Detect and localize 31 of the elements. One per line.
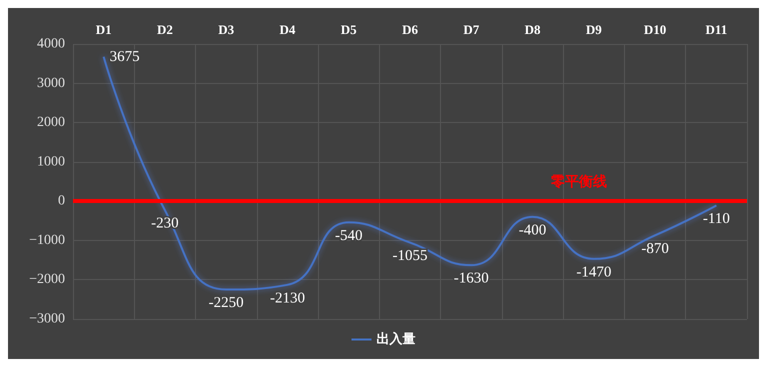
x-tick-label: D2 bbox=[156, 22, 173, 37]
data-label: -1630 bbox=[454, 270, 489, 287]
y-tick-label: −2000 bbox=[29, 272, 65, 288]
y-tick-label: 4000 bbox=[37, 36, 65, 52]
data-label: -110 bbox=[702, 210, 730, 227]
x-tick-label: D1 bbox=[96, 22, 112, 37]
x-tick-label: D5 bbox=[340, 22, 358, 37]
x-tick-label: D8 bbox=[524, 22, 541, 37]
data-label: -870 bbox=[641, 240, 669, 257]
data-label: -1055 bbox=[392, 248, 428, 264]
x-tick-label: D4 bbox=[280, 22, 296, 37]
x-tick-label: D10 bbox=[644, 22, 666, 37]
data-label: -2250 bbox=[208, 295, 244, 312]
y-tick-label: −3000 bbox=[29, 312, 65, 326]
y-tick-label: 0 bbox=[58, 194, 65, 209]
y-tick-label: 1000 bbox=[37, 154, 65, 170]
x-tick-label: D6 bbox=[402, 22, 418, 37]
x-tick-label: D9 bbox=[586, 22, 602, 37]
y-tick-label: 2000 bbox=[37, 115, 65, 130]
data-label: -540 bbox=[334, 228, 362, 244]
data-label: -2130 bbox=[270, 290, 305, 306]
legend-label: 出入量 bbox=[376, 331, 416, 347]
y-tick-label: −1000 bbox=[29, 232, 65, 248]
y-tick-label: 3000 bbox=[37, 76, 65, 91]
ref-line-label: 零平衡线 bbox=[550, 174, 607, 190]
data-label: 3675 bbox=[110, 48, 140, 65]
data-label: -1470 bbox=[576, 264, 612, 280]
data-label: -400 bbox=[518, 222, 546, 238]
x-tick-label: D7 bbox=[463, 22, 480, 37]
x-tick-label: D11 bbox=[706, 22, 728, 37]
x-tick-label: D3 bbox=[218, 22, 235, 37]
